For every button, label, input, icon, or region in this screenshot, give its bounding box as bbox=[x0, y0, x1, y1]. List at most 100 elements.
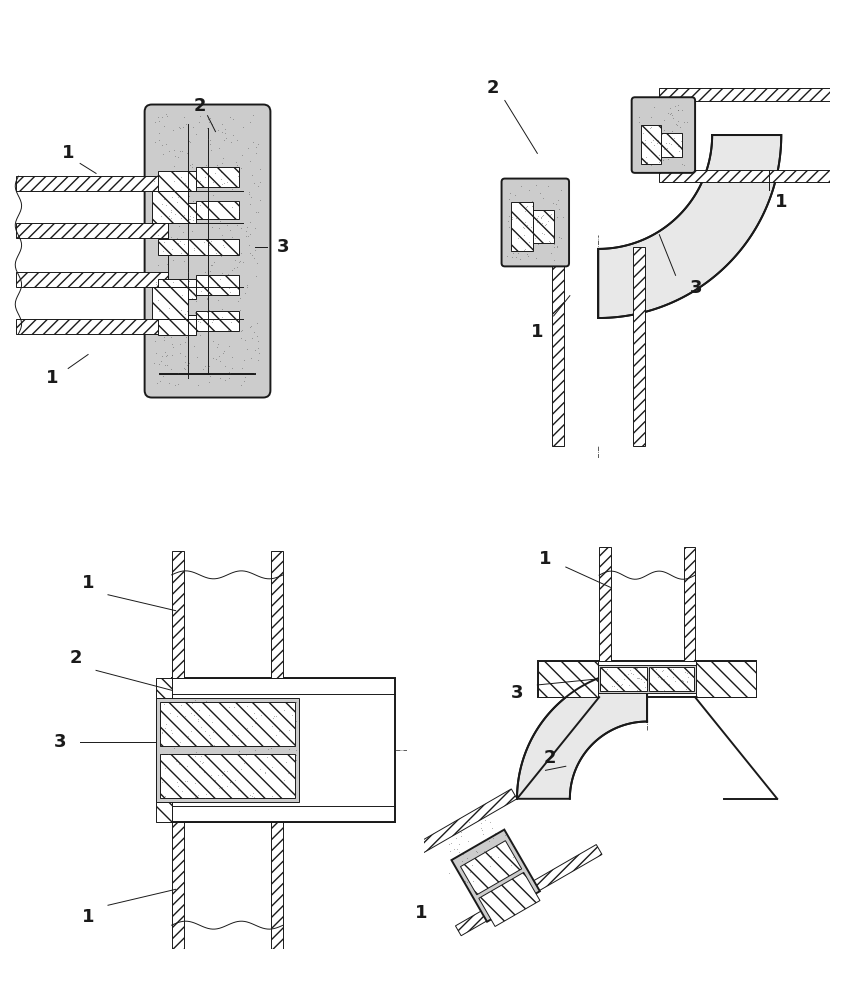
Point bbox=[662, 151, 675, 167]
Point bbox=[547, 239, 561, 255]
Point bbox=[520, 217, 534, 233]
Point bbox=[208, 242, 222, 258]
Point bbox=[219, 778, 233, 794]
Point bbox=[202, 368, 216, 384]
Point bbox=[502, 219, 516, 235]
Point bbox=[241, 279, 254, 295]
Point bbox=[282, 722, 296, 738]
Text: 2: 2 bbox=[543, 749, 556, 767]
Point bbox=[637, 674, 650, 690]
Point bbox=[239, 332, 252, 348]
Point bbox=[189, 775, 202, 791]
Point bbox=[196, 361, 209, 377]
Point bbox=[657, 682, 671, 698]
Point bbox=[214, 248, 228, 264]
Text: 2: 2 bbox=[193, 97, 206, 115]
Point bbox=[219, 372, 232, 388]
Point bbox=[159, 716, 173, 732]
Point bbox=[234, 732, 247, 748]
Point bbox=[639, 149, 653, 165]
Point bbox=[240, 219, 253, 235]
Point bbox=[191, 713, 204, 729]
Point bbox=[474, 820, 488, 836]
Point bbox=[231, 727, 245, 743]
Point bbox=[218, 239, 231, 255]
Point bbox=[518, 214, 532, 230]
Point bbox=[160, 108, 174, 124]
Point bbox=[158, 760, 172, 776]
Point bbox=[670, 117, 684, 133]
Text: 1: 1 bbox=[531, 323, 544, 341]
Point bbox=[203, 730, 217, 746]
Point bbox=[661, 668, 674, 684]
Point bbox=[158, 344, 171, 360]
Point bbox=[648, 99, 662, 115]
Point bbox=[249, 139, 263, 155]
Point bbox=[162, 300, 175, 316]
Point bbox=[202, 237, 215, 253]
Point bbox=[245, 167, 258, 183]
Point bbox=[158, 332, 171, 348]
Point bbox=[173, 218, 186, 234]
Point bbox=[234, 761, 247, 777]
Point bbox=[502, 208, 516, 224]
Point bbox=[186, 209, 200, 225]
Point bbox=[673, 143, 686, 159]
Point bbox=[215, 176, 229, 192]
Point bbox=[233, 290, 246, 306]
Point bbox=[163, 204, 177, 220]
Point bbox=[160, 357, 174, 373]
Point bbox=[193, 327, 207, 343]
Point bbox=[285, 707, 299, 723]
Polygon shape bbox=[517, 669, 647, 799]
Point bbox=[216, 150, 230, 166]
Point bbox=[491, 849, 505, 865]
Point bbox=[546, 230, 560, 246]
Point bbox=[202, 131, 215, 147]
Point bbox=[454, 828, 468, 844]
Point bbox=[200, 290, 213, 306]
Point bbox=[632, 109, 645, 125]
Point bbox=[239, 747, 252, 763]
Point bbox=[530, 210, 544, 226]
Point bbox=[232, 203, 246, 219]
Text: 2: 2 bbox=[70, 649, 82, 667]
Point bbox=[477, 843, 490, 859]
Point bbox=[190, 349, 203, 365]
Point bbox=[227, 699, 241, 715]
Point bbox=[222, 280, 235, 296]
Point bbox=[243, 153, 257, 169]
Point bbox=[182, 355, 196, 371]
Polygon shape bbox=[184, 551, 271, 678]
Point bbox=[184, 723, 197, 739]
Point bbox=[677, 673, 690, 689]
Point bbox=[662, 127, 675, 143]
Point bbox=[632, 670, 645, 686]
Point bbox=[167, 173, 180, 189]
Point bbox=[147, 114, 161, 130]
Point bbox=[189, 293, 202, 309]
Point bbox=[520, 198, 534, 214]
Point bbox=[229, 772, 242, 788]
Text: 1: 1 bbox=[82, 574, 94, 592]
Point bbox=[205, 314, 219, 330]
Point bbox=[255, 707, 268, 723]
Point bbox=[223, 304, 236, 320]
Point bbox=[182, 188, 196, 204]
Point bbox=[503, 185, 517, 201]
Point bbox=[212, 122, 225, 138]
Point bbox=[656, 149, 670, 165]
Point bbox=[479, 831, 493, 847]
Point bbox=[203, 136, 217, 152]
Point bbox=[246, 134, 260, 150]
Point bbox=[158, 788, 171, 804]
Point bbox=[229, 310, 242, 326]
Point bbox=[209, 351, 223, 367]
Point bbox=[640, 154, 654, 170]
Point bbox=[456, 846, 469, 862]
Point bbox=[164, 229, 178, 245]
Point bbox=[599, 663, 612, 679]
Point bbox=[163, 295, 176, 311]
Point bbox=[248, 742, 262, 758]
Point bbox=[225, 229, 239, 245]
